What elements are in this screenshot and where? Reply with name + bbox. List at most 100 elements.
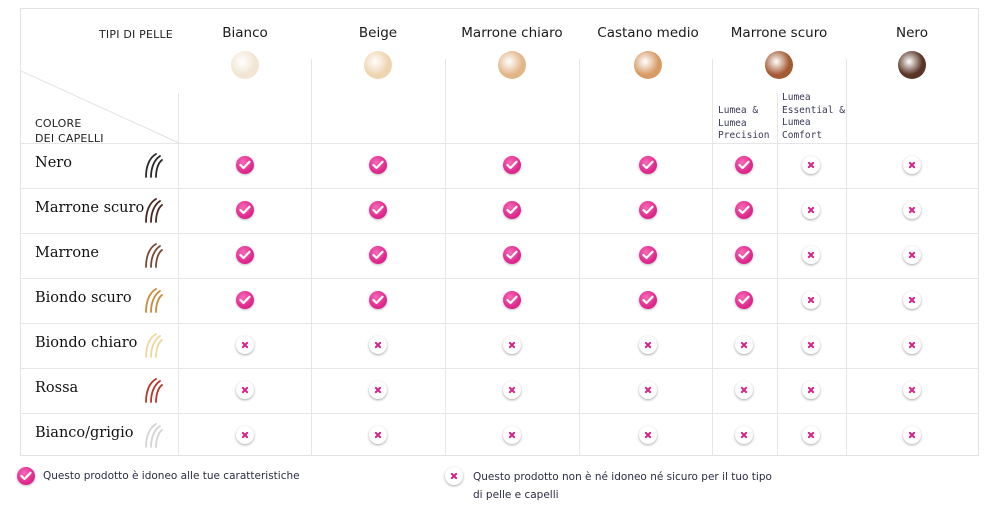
note-line: Lumea bbox=[782, 117, 811, 128]
skin-tone-swatch bbox=[765, 51, 793, 79]
check-icon bbox=[639, 246, 657, 264]
skin-tone-name: Beige bbox=[358, 25, 398, 41]
skin-tone-swatch bbox=[364, 51, 392, 79]
note-line: Lumea bbox=[718, 117, 747, 129]
hair-color-label: Rossa bbox=[35, 380, 79, 396]
cross-icon bbox=[735, 336, 753, 354]
lumea-precision-note: Lumea & Lumea Precision bbox=[718, 105, 769, 143]
hair-color-label: Bianco/grigio bbox=[35, 425, 134, 441]
grid-vertical-line bbox=[579, 59, 580, 456]
skin-tone-swatch bbox=[634, 51, 662, 79]
cross-icon bbox=[236, 426, 254, 444]
note-line: Essential & bbox=[782, 104, 845, 116]
check-icon bbox=[503, 156, 521, 174]
cross-icon bbox=[503, 381, 521, 399]
cross-icon bbox=[802, 291, 820, 309]
cross-icon bbox=[236, 381, 254, 399]
cross-icon bbox=[236, 336, 254, 354]
check-icon bbox=[639, 201, 657, 219]
note-line: Lumea bbox=[782, 92, 811, 103]
hair-color-label: Marrone bbox=[35, 245, 100, 261]
corner-diagonal bbox=[21, 70, 180, 144]
cross-icon bbox=[369, 381, 387, 399]
cross-icon bbox=[445, 467, 463, 485]
grid-horizontal-line bbox=[21, 413, 979, 414]
grid-vertical-line bbox=[777, 93, 778, 456]
skin-tone-swatch bbox=[898, 51, 926, 79]
grid-horizontal-line bbox=[21, 188, 979, 189]
cross-icon bbox=[802, 201, 820, 219]
hair-strands-icon bbox=[143, 377, 163, 403]
grid-horizontal-line bbox=[21, 323, 979, 324]
skin-tone-swatch bbox=[498, 51, 526, 79]
cross-icon bbox=[369, 426, 387, 444]
legend-suitable-text: Questo prodotto è idoneo alle tue caratt… bbox=[43, 470, 300, 482]
cross-icon bbox=[903, 336, 921, 354]
cross-icon bbox=[903, 246, 921, 264]
check-icon bbox=[735, 246, 753, 264]
cross-icon bbox=[735, 426, 753, 444]
check-icon bbox=[735, 201, 753, 219]
skin-tone-name: Castano medio bbox=[597, 25, 699, 41]
hair-color-heading-line1: COLORE bbox=[35, 117, 82, 130]
skin-tone-swatch bbox=[231, 51, 259, 79]
check-icon bbox=[735, 156, 753, 174]
cross-icon bbox=[369, 336, 387, 354]
grid-vertical-line bbox=[311, 59, 312, 456]
check-icon bbox=[503, 291, 521, 309]
check-icon bbox=[369, 156, 387, 174]
cross-icon bbox=[735, 381, 753, 399]
cross-icon bbox=[903, 156, 921, 174]
check-icon bbox=[639, 156, 657, 174]
grid-vertical-line bbox=[712, 59, 713, 456]
cross-icon bbox=[503, 426, 521, 444]
check-icon bbox=[236, 246, 254, 264]
hair-color-label: Biondo chiaro bbox=[35, 335, 138, 351]
cross-icon bbox=[903, 381, 921, 399]
check-icon bbox=[503, 246, 521, 264]
check-icon bbox=[369, 201, 387, 219]
skin-tone-name: Marrone chiaro bbox=[461, 25, 563, 41]
skin-tone-name: Nero bbox=[896, 25, 928, 41]
grid-vertical-line bbox=[445, 59, 446, 456]
grid-horizontal-line bbox=[21, 143, 979, 144]
check-icon bbox=[735, 291, 753, 309]
check-icon bbox=[236, 291, 254, 309]
grid-vertical-line bbox=[178, 93, 179, 456]
check-icon bbox=[369, 246, 387, 264]
grid-horizontal-line bbox=[21, 368, 979, 369]
hair-color-label: Biondo scuro bbox=[35, 290, 132, 306]
cross-icon bbox=[802, 156, 820, 174]
skin-tone-name: Marrone scuro bbox=[730, 25, 828, 41]
check-icon bbox=[236, 156, 254, 174]
hair-strands-icon bbox=[143, 152, 163, 178]
hair-color-label: Marrone scuro bbox=[35, 200, 145, 216]
hair-strands-icon bbox=[143, 197, 163, 223]
cross-icon bbox=[639, 336, 657, 354]
note-line: Precision bbox=[718, 130, 770, 141]
grid-vertical-line bbox=[846, 59, 847, 456]
check-icon bbox=[17, 467, 35, 485]
hair-strands-icon bbox=[143, 422, 163, 448]
grid-horizontal-line bbox=[21, 278, 979, 279]
skin-tone-name: Bianco bbox=[222, 25, 268, 41]
cross-icon bbox=[639, 426, 657, 444]
check-icon bbox=[369, 291, 387, 309]
hair-strands-icon bbox=[143, 287, 163, 313]
cross-icon bbox=[503, 336, 521, 354]
cross-icon bbox=[802, 381, 820, 399]
cross-icon bbox=[903, 426, 921, 444]
note-line: Comfort bbox=[782, 129, 823, 141]
grid-horizontal-line bbox=[21, 233, 979, 234]
cross-icon bbox=[903, 201, 921, 219]
hair-strands-icon bbox=[143, 242, 163, 268]
legend-unsuitable-text-line1: Questo prodotto non è né idoneo né sicur… bbox=[473, 471, 772, 483]
hair-color-label: Nero bbox=[35, 155, 72, 171]
cross-icon bbox=[802, 426, 820, 444]
cross-icon bbox=[639, 381, 657, 399]
hair-strands-icon bbox=[143, 332, 163, 358]
check-icon bbox=[503, 201, 521, 219]
compatibility-table: TIPI DI PELLE COLORE DEI CAPELLI Bianco B… bbox=[20, 8, 979, 456]
legend-unsuitable-text-line2: di pelle e capelli bbox=[473, 489, 559, 501]
lumea-essential-comfort-note: Lumea Essential & Lumea Comfort bbox=[782, 92, 845, 142]
